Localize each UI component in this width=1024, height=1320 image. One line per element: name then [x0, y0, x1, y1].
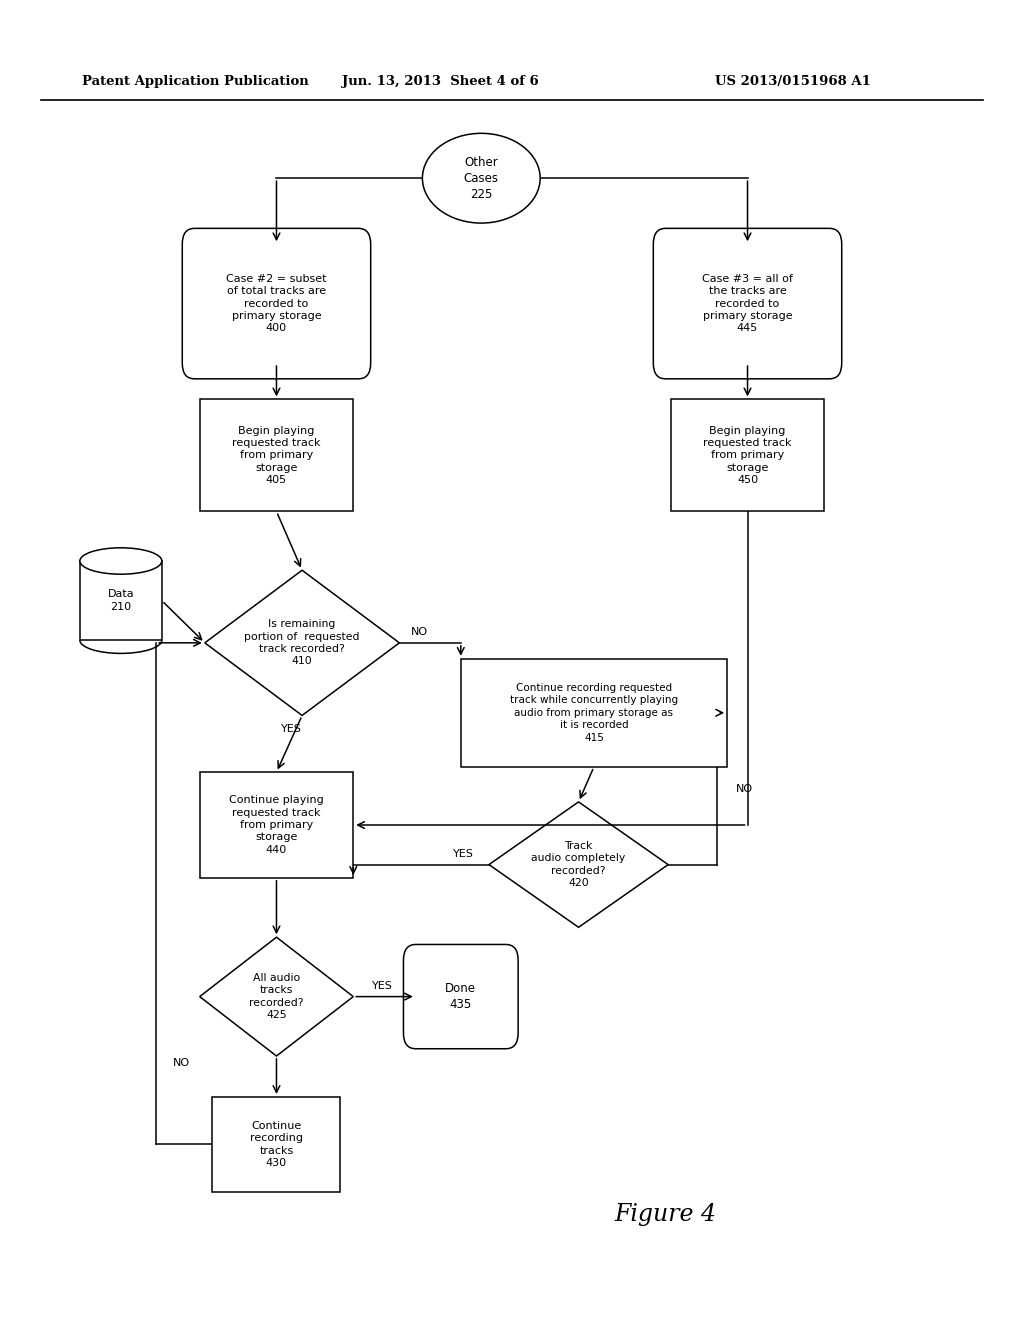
Text: Case #2 = subset
of total tracks are
recorded to
primary storage
400: Case #2 = subset of total tracks are rec… [226, 273, 327, 334]
Polygon shape [488, 803, 668, 927]
Polygon shape [205, 570, 399, 715]
Text: Data
210: Data 210 [108, 590, 134, 611]
FancyBboxPatch shape [403, 945, 518, 1048]
FancyBboxPatch shape [182, 228, 371, 379]
Text: YES: YES [372, 981, 392, 991]
Text: Track
audio completely
recorded?
420: Track audio completely recorded? 420 [531, 841, 626, 888]
Text: Continue
recording
tracks
430: Continue recording tracks 430 [250, 1121, 303, 1168]
Text: US 2013/0151968 A1: US 2013/0151968 A1 [715, 75, 870, 88]
Text: Is remaining
portion of  requested
track recorded?
410: Is remaining portion of requested track … [245, 619, 359, 667]
Text: Other
Cases
225: Other Cases 225 [464, 156, 499, 201]
Text: Begin playing
requested track
from primary
storage
450: Begin playing requested track from prima… [703, 425, 792, 486]
FancyBboxPatch shape [653, 228, 842, 379]
Text: NO: NO [412, 627, 428, 638]
Text: Begin playing
requested track
from primary
storage
405: Begin playing requested track from prima… [232, 425, 321, 486]
Text: Continue playing
requested track
from primary
storage
440: Continue playing requested track from pr… [229, 795, 324, 855]
FancyBboxPatch shape [80, 561, 162, 640]
FancyBboxPatch shape [671, 399, 824, 511]
Text: Case #3 = all of
the tracks are
recorded to
primary storage
445: Case #3 = all of the tracks are recorded… [702, 273, 793, 334]
Text: YES: YES [453, 849, 474, 859]
FancyBboxPatch shape [200, 399, 353, 511]
Ellipse shape [80, 548, 162, 574]
Ellipse shape [422, 133, 541, 223]
Text: NO: NO [735, 784, 753, 793]
Text: Jun. 13, 2013  Sheet 4 of 6: Jun. 13, 2013 Sheet 4 of 6 [342, 75, 539, 88]
FancyBboxPatch shape [461, 659, 727, 767]
Text: Figure 4: Figure 4 [614, 1203, 717, 1226]
Text: All audio
tracks
recorded?
425: All audio tracks recorded? 425 [249, 973, 304, 1020]
Polygon shape [200, 937, 353, 1056]
FancyBboxPatch shape [213, 1097, 340, 1192]
Text: Patent Application Publication: Patent Application Publication [82, 75, 308, 88]
Text: Done
435: Done 435 [445, 982, 476, 1011]
Text: NO: NO [173, 1057, 189, 1068]
Text: Continue recording requested
track while concurrently playing
audio from primary: Continue recording requested track while… [510, 682, 678, 743]
FancyBboxPatch shape [200, 772, 353, 878]
Text: YES: YES [282, 723, 302, 734]
